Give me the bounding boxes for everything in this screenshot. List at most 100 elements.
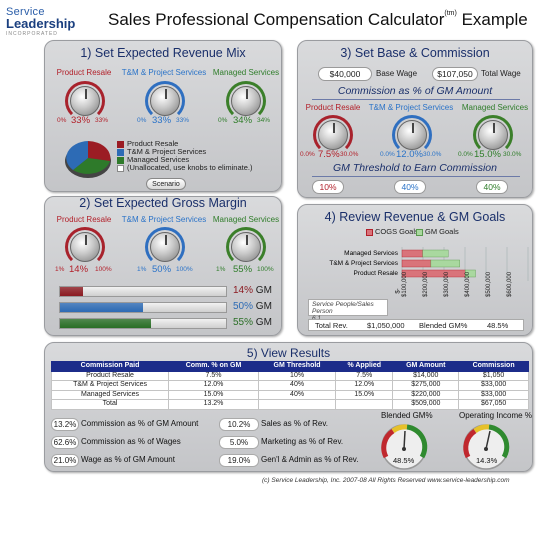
bc-knob2[interactable] xyxy=(397,120,427,150)
bc-knob3[interactable] xyxy=(478,120,508,150)
bc-knob1[interactable] xyxy=(318,120,348,150)
cell: 15.0% xyxy=(335,389,394,400)
gm-knob2[interactable] xyxy=(150,232,180,262)
people-box: Service People/Sales Person 6.1 xyxy=(308,299,388,322)
legend-swatch-unallocated xyxy=(117,165,124,172)
gm-bar2-value: 50% GM xyxy=(233,301,272,312)
rm-knob1[interactable] xyxy=(70,86,100,116)
cell: 15.0% xyxy=(168,389,259,400)
title-suffix: Example xyxy=(461,10,528,29)
gm-bar2 xyxy=(59,302,227,313)
gauge2-value: 14.3% xyxy=(476,456,498,465)
bc-knob1-label: Product Resale xyxy=(305,103,361,112)
chart-bar-cogs xyxy=(401,259,432,268)
cell xyxy=(335,399,394,410)
review-title: 4) Review Revenue & GM Goals xyxy=(324,210,506,224)
base-commission-panel: 3) Set Base & Commission $40,000 Base Wa… xyxy=(297,40,533,198)
cell xyxy=(257,399,337,410)
rm-knob1-label: Product Resale xyxy=(56,68,112,77)
bc-knob3-label: Managed Services xyxy=(461,103,529,112)
gm-bar1-value: 14% GM xyxy=(233,285,272,296)
total-wage-label: Total Wage xyxy=(481,69,521,78)
gm-knob3[interactable] xyxy=(231,232,261,262)
people-value: 6.1 xyxy=(312,315,384,322)
bc-knob2-max: 30.0% xyxy=(423,151,442,158)
legend-unallocated: (Unallocated, use knobs to eliminate.) xyxy=(127,163,253,172)
cell: 7.5% xyxy=(168,370,259,381)
gm-knob2-label: T&M & Project Services xyxy=(121,215,207,224)
legend-tm: T&M & Project Services xyxy=(127,147,207,156)
col-commission: Commission xyxy=(458,361,529,372)
trademark: (tm) xyxy=(444,10,457,17)
rm-knob3-min: 0% xyxy=(218,117,228,124)
gm-knob3-value: 55% xyxy=(233,264,253,275)
cell: 10% xyxy=(257,370,337,381)
gm-knob1-label: Product Resale xyxy=(56,215,112,224)
revenue-mix-title: 1) Set Expected Revenue Mix xyxy=(80,46,246,60)
chart-category-label: T&M & Project Services xyxy=(329,260,398,267)
chart-bar-cogs xyxy=(401,249,423,258)
cell: $220,000 xyxy=(392,389,460,400)
stat-sales-value[interactable]: 10.2% xyxy=(219,418,259,431)
gm-bar3-fill xyxy=(60,319,152,328)
base-wage-input[interactable]: $40,000 xyxy=(318,67,372,81)
total-wage-value: $107,050 xyxy=(432,67,478,81)
stat-wage-gm-label: Wage as % of GM Amount xyxy=(81,455,175,464)
rm-knob2-min: 0% xyxy=(137,117,147,124)
rm-knob3-max: 34% xyxy=(257,117,271,124)
cell: $14,000 xyxy=(392,370,460,381)
revenue-mix-panel: 1) Set Expected Revenue Mix Product Resa… xyxy=(44,40,282,192)
legend-swatch-tm xyxy=(117,149,124,156)
total-rev-value: $1,050,000 xyxy=(367,321,405,330)
stat-comm-gm-label: Commission as % of GM Amount xyxy=(81,419,199,428)
totals-row: Total Rev. $1,050,000 Blended GM% 48.5% xyxy=(308,319,524,331)
rm-knob3-ring xyxy=(226,81,266,121)
chart-bar-cogs xyxy=(401,269,466,278)
revenue-mix-pie xyxy=(65,141,111,178)
x-tick-5: $500,000 xyxy=(486,271,492,297)
rm-knob2[interactable] xyxy=(150,86,180,116)
rm-knob3-value: 34% xyxy=(233,115,253,126)
total-rev-label: Total Rev. xyxy=(315,321,348,330)
scenario-button[interactable]: Scenario xyxy=(146,178,186,190)
col-gm-amount: GM Amount xyxy=(392,361,460,372)
rm-knob1-ring xyxy=(65,81,105,121)
gm-knob1-min: 1% xyxy=(55,266,65,273)
legend-swatch-gm xyxy=(416,229,423,236)
gm-bar2-fill xyxy=(60,303,143,312)
rm-knob1-value: 33% xyxy=(71,115,91,126)
legend-cogs: COGS Goals xyxy=(375,227,419,236)
gm-knob1[interactable] xyxy=(70,232,100,262)
table-row: T&M & Project Services 12.0% 40% 12.0% $275,… xyxy=(50,380,529,391)
gm-bar3 xyxy=(59,318,227,329)
gauge1-title: Blended GM% xyxy=(381,411,433,420)
results-panel: 5) View Results Commission Paid Comm. % … xyxy=(44,342,533,472)
commission-subtitle: Commission as % of GM Amount xyxy=(337,85,493,97)
table-row: Managed Services 15.0% 40% 15.0% $220,000 $33… xyxy=(50,389,529,400)
bc-knob2-label: T&M & Project Services xyxy=(368,103,454,112)
logo-line2: Leadership xyxy=(6,16,76,31)
threshold-product-input[interactable]: 10% xyxy=(312,180,344,194)
logo: Service Leadership INCORPORATED xyxy=(6,6,92,37)
cell: Product Resale xyxy=(50,370,170,381)
title-text: Sales Professional Compensation Calculat… xyxy=(108,10,445,29)
threshold-managed-input[interactable]: 40% xyxy=(476,180,508,194)
stat-ga-value[interactable]: 19.0% xyxy=(219,454,259,467)
threshold-tm-input[interactable]: 40% xyxy=(394,180,426,194)
rm-knob3[interactable] xyxy=(231,86,261,116)
cell: T&M & Project Services xyxy=(50,380,170,391)
stat-marketing-value[interactable]: 5.0% xyxy=(219,436,259,449)
bc-knob3-min: 0.0% xyxy=(458,151,473,158)
cell: Total xyxy=(50,399,170,410)
legend-swatch-cogs xyxy=(366,229,373,236)
table-row: Product Resale 7.5% 10% 7.5% $14,000 $1,050 xyxy=(50,370,529,381)
chart-bar-gm xyxy=(465,269,476,278)
cell: 13.2% xyxy=(168,399,259,410)
gm-knob3-min: 1% xyxy=(216,266,226,273)
gross-margin-title: 2) Set Expected Gross Margin xyxy=(79,196,247,210)
stat-comm-wages-value: 62.6% xyxy=(51,436,79,449)
gm-knob3-ring xyxy=(226,227,266,267)
gm-knob3-max: 100% xyxy=(257,266,274,273)
stat-marketing-label: Marketing as % of Rev. xyxy=(261,437,344,446)
cell: $275,000 xyxy=(392,380,460,391)
